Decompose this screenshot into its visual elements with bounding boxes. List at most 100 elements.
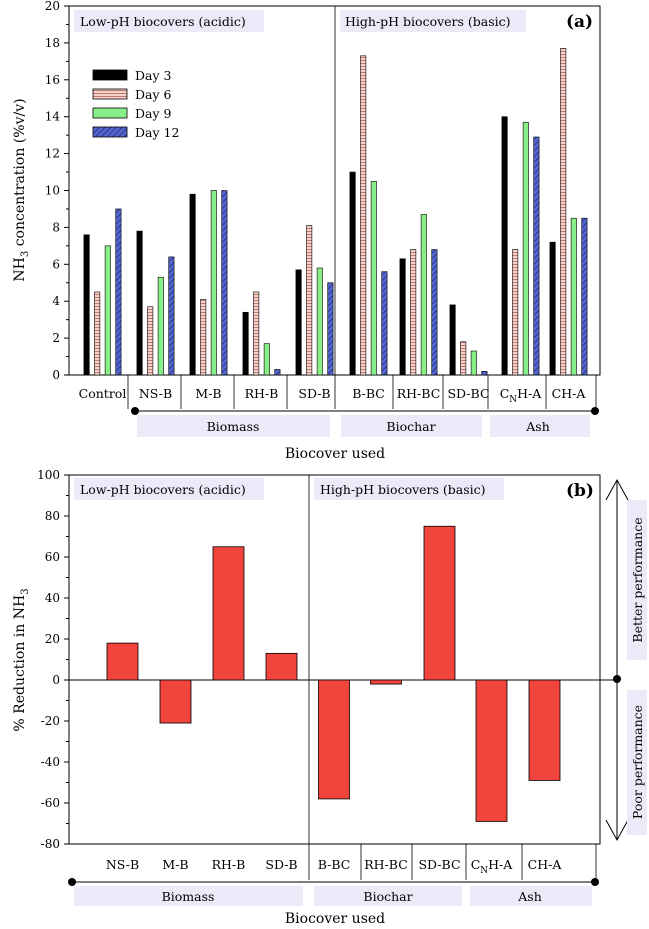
bar-sd-b-day-9 (316, 267, 323, 376)
bar-ch-a-day-12 (581, 217, 588, 376)
bar-ns-b-day-3 (136, 230, 143, 376)
y-tick-label-a: 10 (45, 184, 60, 198)
bar-sd-bc-day-3 (449, 304, 456, 376)
bar-reduction-rh-b (212, 546, 245, 681)
bar-control-day-9 (104, 245, 111, 376)
bar-ch-a-day-6 (560, 48, 567, 376)
region-box-acidic-b (74, 478, 264, 500)
bar-m-b-day-6 (200, 299, 207, 376)
category-label-b-sd-bc: SD-BC (418, 857, 460, 872)
category-label-b-rh-b: RH-B (212, 857, 246, 872)
bar-control-day-3 (83, 234, 90, 376)
panel-a-y-axis: 0 2 4 6 8 10 12 14 16 18 20 (45, 0, 69, 382)
group-box-biochar-b (314, 886, 462, 906)
poor-performance-box (627, 690, 647, 835)
group-box-ash-b (470, 886, 592, 906)
bar-ns-b-day-9 (157, 276, 164, 376)
poor-performance-label: Poor performance (630, 705, 645, 819)
category-label-b-ch-a: CH-A (528, 857, 563, 872)
region-label-acidic-b: Low-pH biocovers (acidic) (80, 482, 246, 497)
region-box-basic-b (314, 478, 504, 500)
category-label-b-sd-b: SD-B (265, 857, 297, 872)
y-tick-label-a: 8 (52, 220, 60, 234)
group-box-biomass-b (74, 886, 303, 906)
group-band-dot-left-a (131, 407, 139, 415)
y-tick-label-b: 0 (52, 673, 60, 687)
group-label-biomass-a: Biomass (207, 419, 260, 434)
performance-arrow-head-up (605, 478, 629, 501)
y-tick-label-a: 20 (45, 0, 60, 13)
group-label-ash-b: Ash (517, 889, 542, 904)
category-label-a-control: Control (79, 386, 127, 401)
bar-ch-a-day-9 (570, 217, 577, 376)
bar-cnh-a-day-12 (533, 136, 540, 376)
bar-reduction-ch-a (528, 679, 561, 781)
bar-control-day-6 (94, 291, 101, 376)
bar-m-b-day-3 (189, 193, 196, 376)
bar-b-bc-day-6 (360, 55, 367, 376)
panel-a-bars (83, 48, 588, 376)
bar-reduction-b-bc (318, 679, 350, 800)
y-tick-label-b: -40 (41, 755, 60, 769)
group-band-dot-right-a (591, 407, 599, 415)
region-label-basic-a: High-pH biocovers (basic) (345, 14, 511, 29)
category-label-a-m-b: M-B (195, 386, 221, 401)
category-label-b-b-bc: B-BC (318, 857, 351, 872)
bar-rh-bc-day-6 (410, 249, 417, 376)
legend-swatch-day3 (92, 69, 128, 81)
bar-b-bc-day-3 (349, 171, 356, 376)
panel-b-x-label: Biocover used (285, 911, 385, 927)
panel-a: Low-pH biocovers (acidic) High-pH biocov… (12, 0, 601, 462)
legend-swatch-day6 (92, 88, 128, 100)
bar-rh-b-day-6 (253, 291, 260, 376)
y-tick-label-a: 2 (52, 331, 60, 345)
bar-ch-a-day-3 (549, 241, 556, 376)
group-label-biomass-b: Biomass (162, 889, 215, 904)
y-tick-label-b: 20 (45, 632, 60, 646)
category-label-b-m-b: M-B (162, 857, 188, 872)
panel-a-category-labels: Control NS-B M-B RH-B SD-B B-BC RH-BC SD-BC CNH-… (79, 375, 597, 409)
bar-cnh-a-day-6 (512, 249, 519, 376)
category-label-a-sd-b: SD-B (298, 386, 330, 401)
region-label-acidic-a: Low-pH biocovers (acidic) (80, 14, 246, 29)
y-tick-label-a: 14 (45, 110, 61, 124)
category-label-a-ch-a: CH-A (552, 386, 587, 401)
bar-sd-b-day-3 (295, 269, 302, 376)
y-tick-label-a: 12 (45, 147, 60, 161)
panel-a-x-label: Biocover used (285, 446, 385, 462)
category-label-a-rh-b: RH-B (245, 386, 279, 401)
y-tick-label-b: 40 (45, 591, 60, 605)
performance-arrow-center-dot (613, 675, 621, 683)
bar-reduction-ns-b (106, 642, 139, 681)
y-tick-label-a: 6 (52, 257, 60, 271)
bar-control-day-12 (115, 208, 122, 376)
group-band-dot-right-b (591, 878, 599, 886)
group-label-ash-a: Ash (525, 419, 550, 434)
bar-m-b-day-12 (221, 190, 228, 376)
group-box-ash-a (490, 415, 590, 437)
panel-b-y-label: % Reduction in NH3 (12, 588, 31, 731)
y-tick-label-b: 100 (37, 468, 60, 482)
panel-a-y-label: NH3 concentration (%v/v) (12, 98, 31, 281)
y-tick-label-a: 0 (52, 368, 60, 382)
category-label-a-ns-b: NS-B (139, 386, 172, 401)
legend-label-day6: Day 6 (135, 87, 172, 102)
legend-swatch-day9 (92, 107, 128, 119)
category-label-a-rh-bc: RH-BC (397, 386, 441, 401)
bar-rh-b-day-12 (274, 369, 281, 376)
bar-rh-bc-day-3 (399, 258, 406, 376)
bar-reduction-cnh-a (475, 679, 508, 822)
y-tick-label-b: -80 (41, 837, 60, 851)
bar-ns-b-day-12 (168, 256, 175, 376)
bar-cnh-a-day-9 (522, 121, 529, 376)
category-label-a-b-bc: B-BC (352, 386, 385, 401)
bar-rh-b-day-9 (263, 343, 270, 376)
y-tick-label-b: 60 (45, 550, 60, 564)
bar-sd-bc-day-12 (481, 371, 488, 376)
region-label-basic-b: High-pH biocovers (basic) (320, 482, 486, 497)
bar-sd-b-day-12 (327, 282, 334, 376)
category-label-b-rh-bc: RH-BC (364, 857, 408, 872)
bar-reduction-sd-b (265, 652, 298, 681)
bar-b-bc-day-9 (370, 180, 377, 376)
bar-reduction-sd-bc (423, 525, 456, 681)
